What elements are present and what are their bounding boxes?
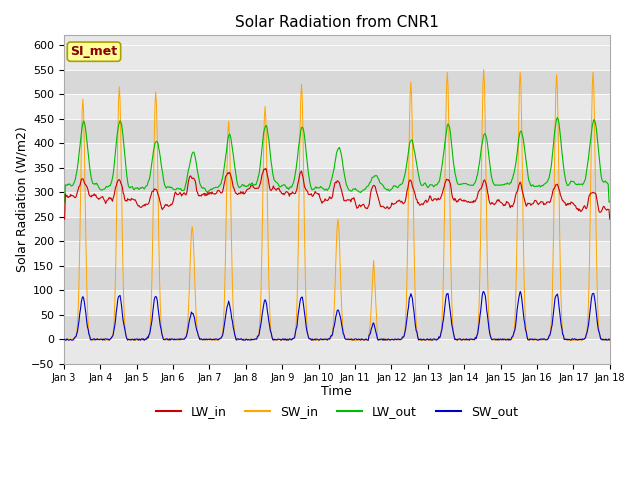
- Bar: [64, 143, 610, 168]
- Bar: [64, 94, 610, 119]
- X-axis label: Time: Time: [321, 385, 352, 398]
- Bar: [64, 216, 610, 241]
- Bar: [64, 315, 610, 339]
- Bar: [64, 168, 610, 192]
- Bar: [64, 192, 610, 216]
- Y-axis label: Solar Radiation (W/m2): Solar Radiation (W/m2): [15, 127, 28, 273]
- Title: Solar Radiation from CNR1: Solar Radiation from CNR1: [235, 15, 439, 30]
- Bar: [64, 45, 610, 70]
- Bar: [64, 70, 610, 94]
- Bar: [64, 241, 610, 266]
- Legend: LW_in, SW_in, LW_out, SW_out: LW_in, SW_in, LW_out, SW_out: [151, 400, 523, 423]
- Bar: [64, 119, 610, 143]
- Bar: [64, 339, 610, 364]
- Bar: [64, 290, 610, 315]
- Text: SI_met: SI_met: [70, 45, 118, 58]
- Bar: [64, 266, 610, 290]
